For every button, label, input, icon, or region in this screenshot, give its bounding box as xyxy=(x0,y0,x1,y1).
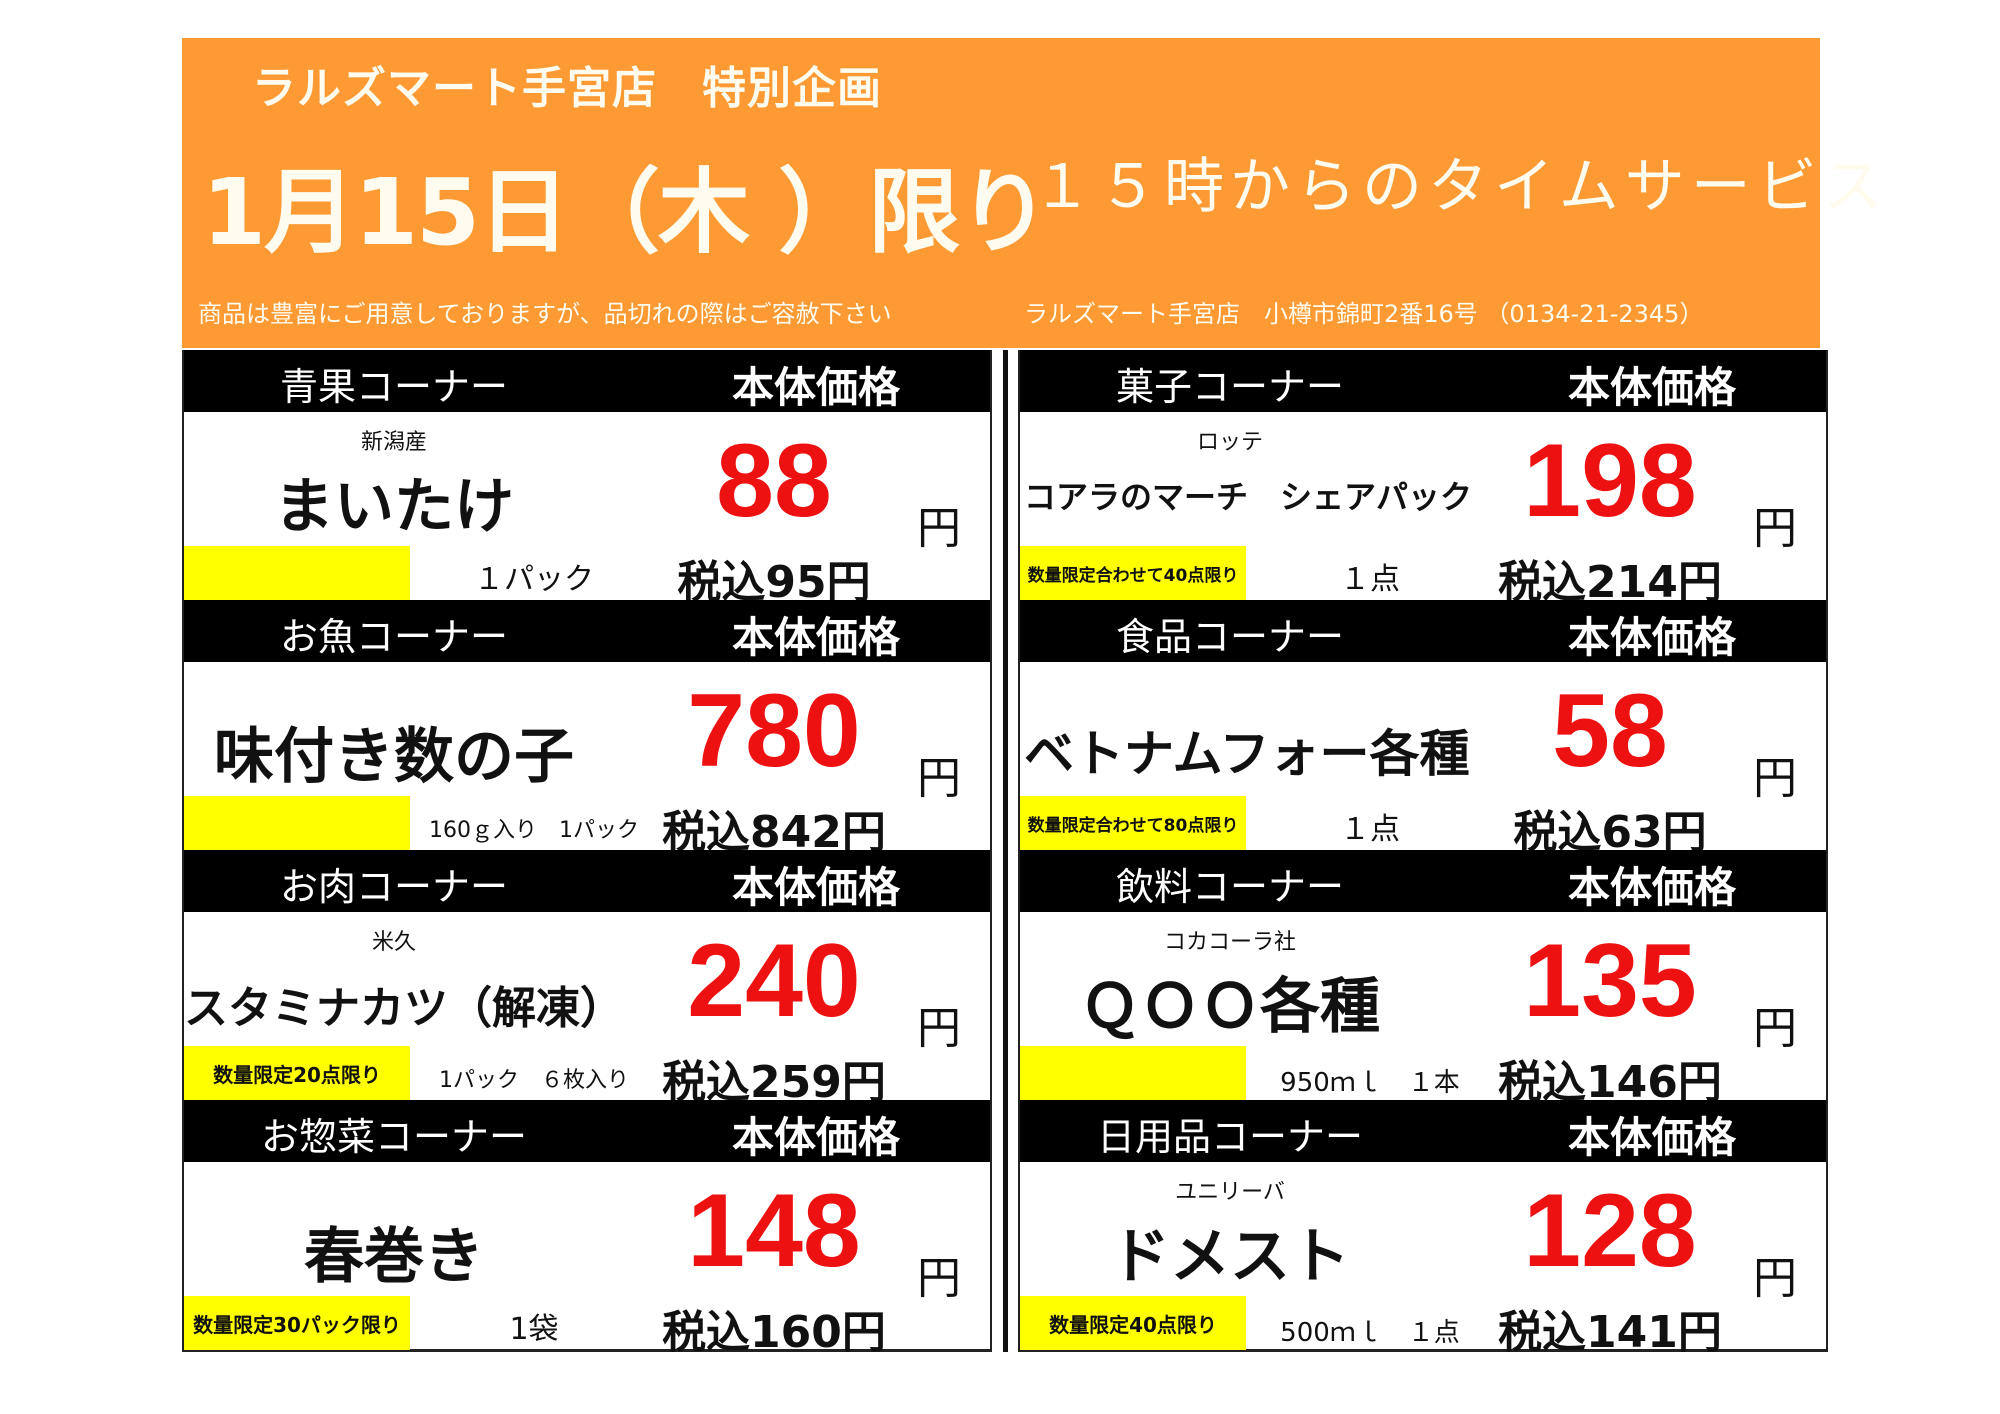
section-produce: 青果コーナー 本体価格 新潟産 まいたけ 88 円 １パック 税込95円 xyxy=(184,350,990,608)
product-name: ベトナムフォー各種 xyxy=(1024,725,1470,783)
price-label: 本体価格 xyxy=(732,1113,901,1162)
product-name: ＱＯＯ各種 xyxy=(1080,972,1380,1042)
price-label: 本体価格 xyxy=(1568,863,1737,912)
section-header: お惣菜コーナー 本体価格 xyxy=(184,1100,990,1162)
tax-included-price: 税込259円 xyxy=(662,1057,886,1108)
quantity: 1パック ６枚入り xyxy=(439,1068,629,1093)
section-drinks: 飲料コーナー 本体価格 コカコーラ社 ＱＯＯ各種 135 円 950ｍｌ １本 … xyxy=(1020,850,1826,1108)
corner-name: 日用品コーナー xyxy=(1096,1115,1363,1159)
quantity: 1袋 xyxy=(509,1312,559,1347)
product-price: 780 xyxy=(687,673,861,789)
yen-unit: 円 xyxy=(1753,1003,1797,1054)
product-price: 148 xyxy=(687,1173,861,1289)
right-panel: 菓子コーナー 本体価格 ロッテ コアラのマーチ シェアパック 198 円 数量限… xyxy=(1018,350,1828,1358)
tax-included-price: 税込214円 xyxy=(1498,557,1722,608)
section-deli: お惣菜コーナー 本体価格 春巻き 148 円 数量限定30パック限り 1袋 税込… xyxy=(184,1100,990,1358)
tax-included-price: 税込63円 xyxy=(1513,807,1707,858)
product-name: まいたけ xyxy=(274,472,514,542)
product-name: コアラのマーチ シェアパック xyxy=(1024,478,1473,516)
price-label: 本体価格 xyxy=(1568,613,1737,662)
maker: コカコーラ社 xyxy=(1163,930,1296,955)
quantity: １点 xyxy=(1340,562,1400,597)
section-meat: お肉コーナー 本体価格 米久 スタミナカツ（解凍） 240 円 数量限定20点限… xyxy=(184,850,990,1108)
product-name: 春巻き xyxy=(304,1222,484,1292)
corner-name: お肉コーナー xyxy=(279,865,508,909)
section-header: お肉コーナー 本体価格 xyxy=(184,850,990,912)
yen-unit: 円 xyxy=(1753,1253,1797,1304)
quantity: 500ｍｌ １点 xyxy=(1280,1318,1460,1348)
store-address: ラルズマート手宮店 小樽市錦町2番16号 （0134-21-2345） xyxy=(1024,300,1704,328)
flyer-header: ラルズマート手宮店 特別企画 1月15日（木 ）限り １５時からのタイムサービス… xyxy=(182,38,1883,348)
section-header: 食品コーナー 本体価格 xyxy=(1020,600,1826,662)
limit-badge: 数量限定合わせて80点限り xyxy=(1020,796,1246,850)
section-snacks: 菓子コーナー 本体価格 ロッテ コアラのマーチ シェアパック 198 円 数量限… xyxy=(1020,350,1826,608)
price-label: 本体価格 xyxy=(732,613,901,662)
maker: 米久 xyxy=(371,930,416,955)
corner-name: お惣菜コーナー xyxy=(260,1115,527,1159)
product-name: 味付き数の子 xyxy=(214,722,574,792)
corner-name: お魚コーナー xyxy=(279,615,508,659)
product-price: 58 xyxy=(1552,673,1668,789)
corner-name: 青果コーナー xyxy=(279,365,508,409)
limit-badge xyxy=(184,796,410,850)
section-header: 飲料コーナー 本体価格 xyxy=(1020,850,1826,912)
quantity: 950ｍｌ １本 xyxy=(1280,1068,1460,1098)
price-label: 本体価格 xyxy=(1568,1113,1737,1162)
yen-unit: 円 xyxy=(917,1253,961,1304)
tax-included-price: 税込160円 xyxy=(662,1307,886,1358)
quantity: １パック xyxy=(474,562,594,597)
left-panel: 青果コーナー 本体価格 新潟産 まいたけ 88 円 １パック 税込95円 お魚コ… xyxy=(182,350,992,1358)
yen-unit: 円 xyxy=(1753,753,1797,804)
product-name: スタミナカツ（解凍） xyxy=(184,983,624,1034)
maker: ロッテ xyxy=(1196,430,1263,455)
section-household: 日用品コーナー 本体価格 ユニリーバ ドメスト 128 円 数量限定40点限り … xyxy=(1020,1100,1826,1358)
section-header: お魚コーナー 本体価格 xyxy=(184,600,990,662)
limit-badge: 数量限定40点限り xyxy=(1020,1296,1246,1350)
tax-included-price: 税込146円 xyxy=(1498,1057,1722,1108)
corner-name: 飲料コーナー xyxy=(1115,865,1344,909)
section-header: 青果コーナー 本体価格 xyxy=(184,350,990,412)
yen-unit: 円 xyxy=(917,1003,961,1054)
maker: 新潟産 xyxy=(360,430,427,455)
tax-included-price: 税込141円 xyxy=(1498,1307,1722,1358)
date-limit: 1月15日（木 ）限り xyxy=(202,159,1050,266)
product-price: 128 xyxy=(1523,1173,1697,1289)
section-foods: 食品コーナー 本体価格 ベトナムフォー各種 58 円 数量限定合わせて80点限り… xyxy=(1020,600,1826,858)
price-label: 本体価格 xyxy=(732,363,901,412)
limit-badge xyxy=(1020,1046,1246,1100)
price-label: 本体価格 xyxy=(732,863,901,912)
stock-note: 商品は豊富にご用意しておりますが、品切れの際はご容赦下さい xyxy=(198,300,892,328)
product-price: 198 xyxy=(1523,423,1697,539)
corner-name: 食品コーナー xyxy=(1115,615,1344,659)
limit-badge: 数量限定20点限り xyxy=(184,1046,410,1100)
section-fish: お魚コーナー 本体価格 味付き数の子 780 円 160ｇ入り 1パック 税込8… xyxy=(184,600,990,858)
product-price: 135 xyxy=(1523,923,1697,1039)
section-header: 菓子コーナー 本体価格 xyxy=(1020,350,1826,412)
product-name: ドメスト xyxy=(1110,1222,1350,1292)
tax-included-price: 税込95円 xyxy=(677,557,871,608)
time-service-text: １５時からのタイムサービス xyxy=(1032,152,1889,222)
product-price: 240 xyxy=(687,923,861,1039)
limit-badge: 数量限定30パック限り xyxy=(184,1296,410,1350)
quantity: 160ｇ入り 1パック xyxy=(429,818,639,843)
yen-unit: 円 xyxy=(917,753,961,804)
center-divider xyxy=(1003,350,1008,1352)
product-price: 88 xyxy=(716,423,832,539)
yen-unit: 円 xyxy=(917,503,961,554)
price-label: 本体価格 xyxy=(1568,363,1737,412)
limit-badge: 数量限定合わせて40点限り xyxy=(1020,546,1246,600)
maker: ユニリーバ xyxy=(1175,1180,1285,1205)
store-title: ラルズマート手宮店 特別企画 xyxy=(252,63,882,114)
tax-included-price: 税込842円 xyxy=(662,807,886,858)
yen-unit: 円 xyxy=(1753,503,1797,554)
limit-badge xyxy=(184,546,410,600)
quantity: １点 xyxy=(1340,812,1400,847)
corner-name: 菓子コーナー xyxy=(1115,365,1344,409)
section-header: 日用品コーナー 本体価格 xyxy=(1020,1100,1826,1162)
